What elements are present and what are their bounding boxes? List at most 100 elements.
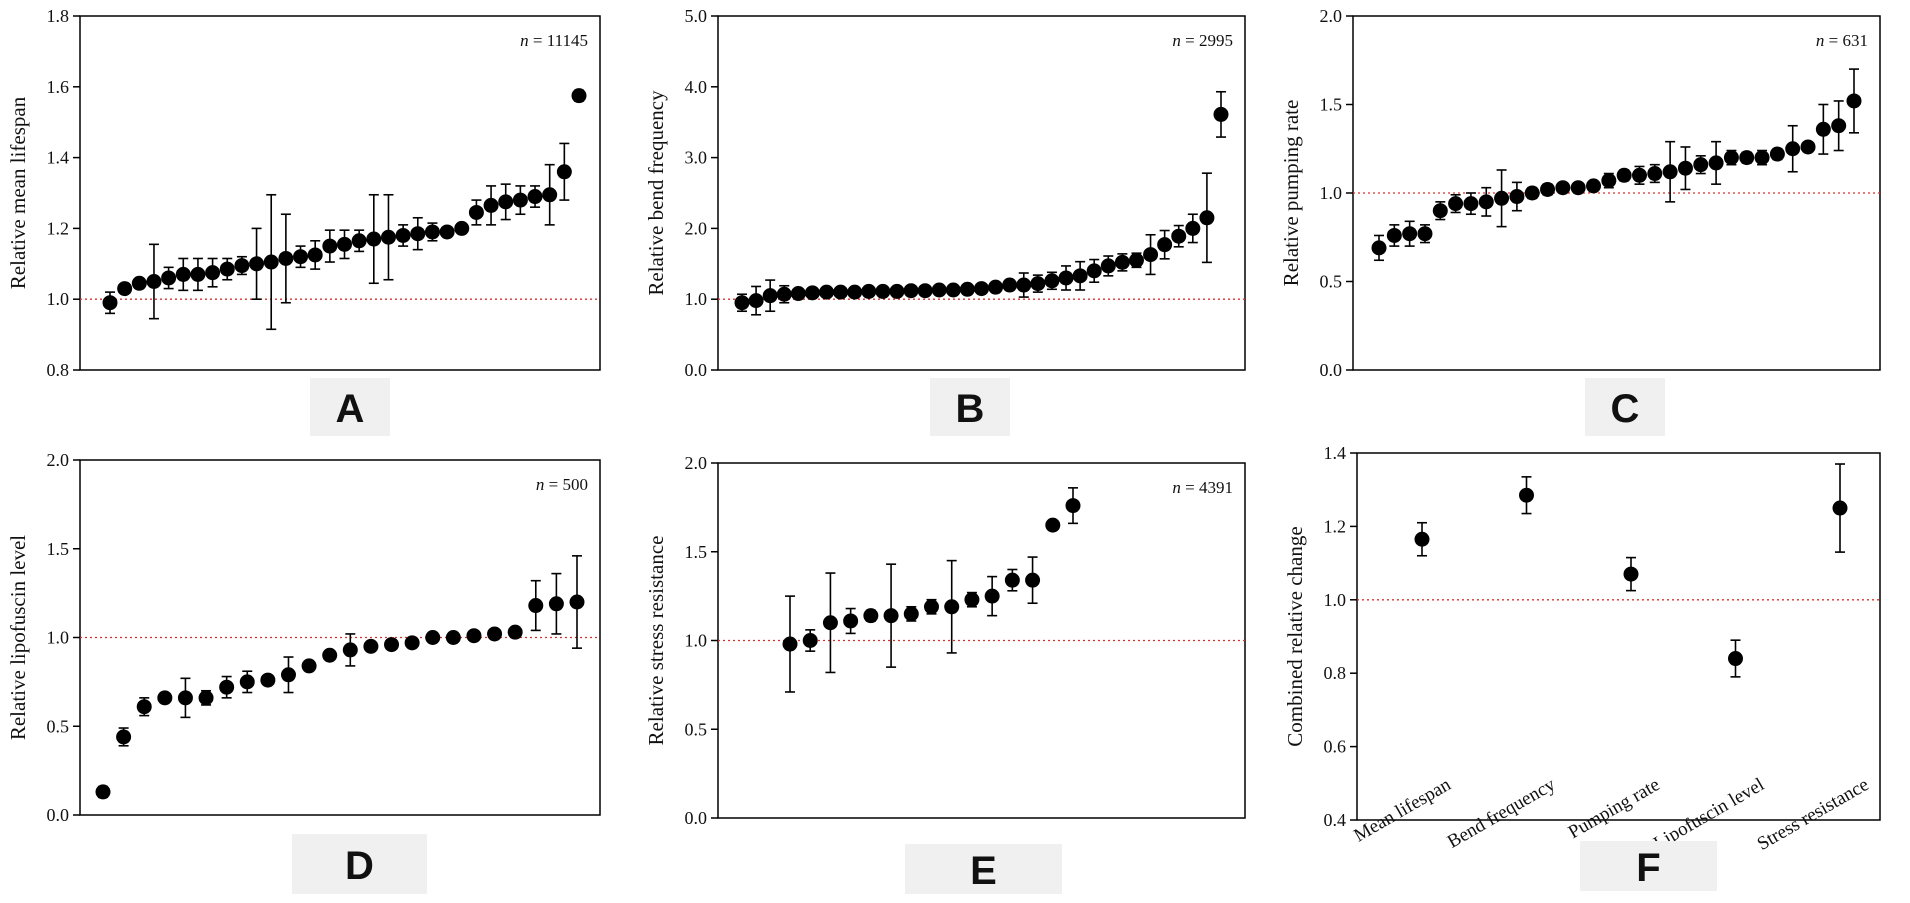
y-tick-label: 1.2 [1324, 516, 1347, 536]
data-point [1417, 226, 1433, 242]
data-point [1157, 237, 1173, 253]
data-point [234, 258, 250, 274]
data-point [863, 608, 879, 624]
data-point [307, 247, 323, 263]
data-point [1171, 228, 1187, 244]
data-point [363, 638, 379, 654]
data-point [175, 266, 191, 282]
data-point [1478, 194, 1494, 210]
y-tick-label: 0.8 [47, 360, 70, 380]
panel-b: 0.0 1.0 2.0 3.0 4.0 5.0 Relative bend frequenc… [644, 6, 1246, 436]
data-point [931, 282, 947, 298]
data-point [454, 220, 470, 236]
data-point [1432, 203, 1448, 219]
y-tick-label: 1.4 [47, 148, 70, 168]
data-point [988, 279, 1004, 295]
sample-size-label: n = 631 [1816, 31, 1868, 50]
sample-size-symbol: n [536, 475, 545, 494]
data-point [571, 88, 587, 104]
data-point [1045, 517, 1061, 533]
data-point [1519, 487, 1534, 503]
panel-letter: A [336, 387, 365, 431]
y-tick-label: 1.6 [47, 77, 70, 97]
sample-size-value: = 500 [544, 475, 588, 494]
data-point [1524, 185, 1540, 201]
y-tick-label: 1.0 [47, 628, 70, 648]
data-point [116, 729, 132, 745]
y-tick-label: 0.8 [1324, 663, 1347, 683]
panel-letter-background [310, 378, 390, 436]
data-point [117, 281, 133, 297]
data-point [1555, 180, 1571, 196]
y-tick-label: 0.5 [47, 716, 70, 736]
data-point [1463, 196, 1479, 212]
y-axis-title: Relative bend frequency [644, 90, 668, 296]
y-tick-label: 2.0 [685, 218, 708, 238]
data-point [512, 192, 528, 208]
category-label: Stress resistance [1754, 774, 1873, 855]
sample-size-symbol: n [520, 31, 529, 50]
data-point [1004, 572, 1020, 588]
data-point [1570, 180, 1586, 196]
y-tick-label: 2.0 [1320, 6, 1343, 26]
data-point [278, 250, 294, 266]
data-point [802, 633, 818, 648]
category-label: Bend frequency [1444, 774, 1560, 853]
panel-letter-background [1580, 841, 1717, 891]
data-point [280, 667, 296, 683]
data-point [136, 699, 152, 715]
y-tick-label: 0.0 [685, 360, 708, 380]
panel-e: 0.0 0.5 1.0 1.5 2.0 Relative stress resistanc… [644, 453, 1246, 894]
sample-size-symbol: n [1172, 31, 1181, 50]
data-point [1072, 268, 1088, 284]
y-tick-label: 3.0 [685, 148, 708, 168]
y-tick-label: 1.5 [47, 539, 70, 559]
y-tick-label: 0.4 [1324, 810, 1347, 830]
data-point [351, 233, 367, 249]
y-axis-title: Relative stress resistance [644, 536, 668, 746]
data-point [1025, 572, 1041, 588]
data-point [487, 626, 503, 642]
y-axis-title: Relative pumping rate [1279, 100, 1303, 287]
data-point [1030, 276, 1046, 292]
sample-size-label: n = 4391 [1172, 478, 1233, 497]
data-point [822, 615, 838, 631]
data-point [861, 283, 877, 299]
y-tick-label: 2.0 [47, 450, 70, 470]
data-point [322, 238, 338, 254]
data-point [198, 690, 214, 706]
data-point [833, 284, 849, 300]
data-point [95, 784, 111, 800]
data-point [507, 624, 523, 640]
data-point [1044, 273, 1060, 289]
y-tick-label: 0.0 [1320, 360, 1343, 380]
data-point [1586, 178, 1602, 194]
data-point [974, 281, 989, 297]
data-point [782, 636, 798, 652]
data-point [903, 283, 919, 299]
category-label: Mean lifespan [1350, 774, 1455, 847]
data-point [263, 254, 279, 270]
data-point [1494, 190, 1510, 206]
data-point [1616, 167, 1632, 183]
panel-f: 0.4 0.6 0.8 1.0 1.2 1.4 Combined relative chan… [1283, 443, 1881, 891]
data-point [177, 690, 193, 706]
data-point [762, 288, 778, 304]
plot-frame [1356, 452, 1881, 821]
data-point [260, 672, 276, 688]
data-point [883, 608, 899, 624]
y-axis-title: Relative lipofuscin level [6, 535, 30, 740]
data-point [847, 284, 863, 300]
data-point [131, 275, 147, 291]
data-point [366, 231, 382, 247]
data-point [1739, 150, 1755, 166]
data-point [548, 596, 564, 612]
data-point [1831, 118, 1847, 134]
data-point [395, 227, 411, 243]
panel-c: 0.0 0.5 1.0 1.5 2.0 Relative pumping rate n = … [1279, 6, 1881, 436]
data-point [1785, 141, 1801, 157]
data-point [527, 189, 543, 205]
data-point [889, 283, 905, 299]
plot-frame [79, 15, 601, 371]
data-point [790, 286, 806, 302]
